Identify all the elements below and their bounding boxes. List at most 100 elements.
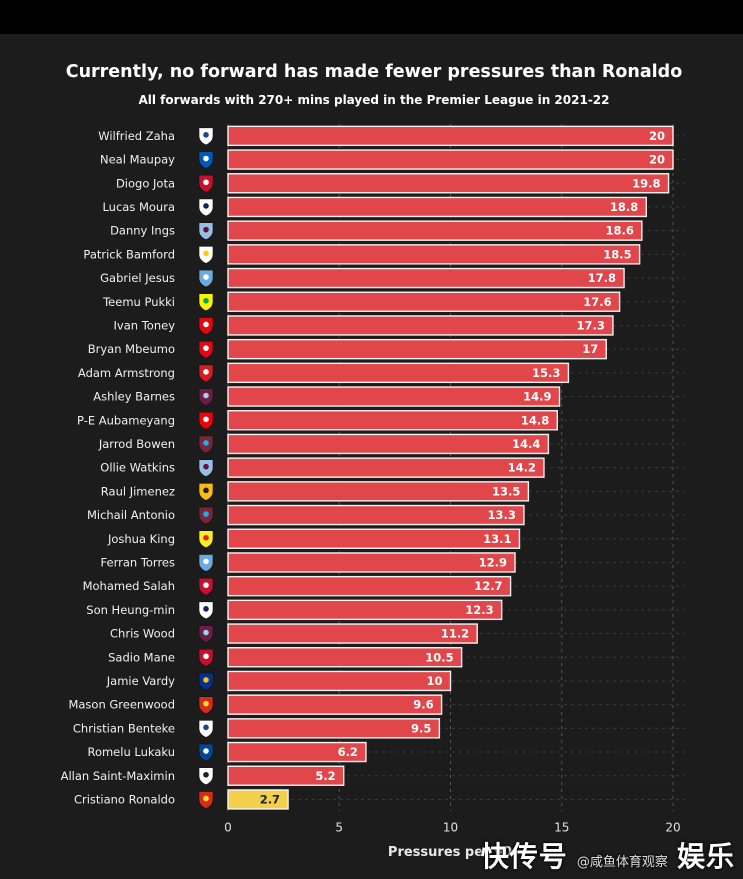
bar	[227, 718, 441, 739]
badge-emblem	[203, 463, 209, 470]
liverpool-badge-icon	[198, 174, 214, 193]
badge-emblem	[203, 132, 209, 138]
x-tick-label: 10	[443, 820, 458, 834]
badge-emblem	[203, 629, 209, 636]
bar	[227, 765, 345, 786]
x-tick-label: 0	[224, 820, 232, 834]
badge-emblem	[203, 724, 209, 731]
watermark: 快传号 @咸鱼体育观察 娱乐	[481, 835, 735, 875]
bar	[227, 741, 367, 763]
bar-value-label: 12.3	[465, 603, 493, 617]
bar-row: Jamie Vardy 10	[106, 670, 452, 692]
watermark-brand-right: 娱乐	[676, 840, 735, 873]
leeds-badge-icon	[198, 246, 214, 264]
bar-value-label: 9.5	[411, 721, 431, 735]
man-utd-badge-icon	[198, 696, 214, 714]
bar-row: Danny Ings 18.6	[110, 220, 643, 241]
bar-row: Michail Antonio 13.3	[87, 504, 525, 526]
bar	[227, 457, 545, 478]
bar-value-label: 18.6	[605, 224, 633, 238]
crystal-palace-badge-icon	[198, 127, 214, 146]
bar-value-label: 14.8	[521, 413, 549, 427]
player-name-label: Raul Jimenez	[101, 484, 175, 498]
player-name-label: Adam Armstrong	[78, 366, 175, 380]
bar-row: Joshua King 13.1	[107, 528, 521, 549]
bar-value-label: 12.7	[474, 579, 502, 593]
bar-value-label: 15.3	[532, 366, 560, 380]
x-axis-label: Pressures per 90	[388, 845, 512, 860]
bar-row: Ferran Torres 12.9	[101, 552, 516, 573]
watford-badge-icon	[198, 530, 214, 549]
bar	[227, 196, 647, 218]
bar-value-label: 13.3	[488, 508, 516, 522]
badge-emblem	[203, 771, 209, 778]
player-name-label: Wilfried Zaha	[98, 129, 175, 143]
bar-row: Chris Wood 11.2	[110, 623, 478, 644]
badge-emblem	[203, 748, 209, 754]
bar-row: Wilfried Zaha 20	[98, 125, 674, 147]
bar-row: Lucas Moura 18.8	[102, 196, 647, 218]
x-tick-label: 20	[665, 820, 680, 834]
player-name-label: P-E Aubameyang	[77, 413, 175, 427]
crystal-palace-badge-icon	[198, 720, 214, 738]
west-ham-badge-icon	[198, 506, 214, 525]
badge-emblem	[203, 677, 209, 683]
badge-emblem	[203, 534, 209, 541]
badge-emblem	[203, 179, 209, 186]
brentford-badge-icon	[198, 317, 214, 335]
bar-row: Christian Benteke 9.5	[73, 718, 441, 739]
watermark-handle: @咸鱼体育观察	[576, 855, 668, 870]
player-name-label: Jarrod Bowen	[98, 437, 175, 451]
badge-emblem	[203, 274, 209, 280]
burnley-badge-icon	[198, 625, 214, 643]
bar-row: Allan Saint-Maximin 5.2	[61, 765, 345, 786]
player-name-label: Patrick Bamford	[83, 247, 175, 261]
liverpool-badge-icon	[198, 577, 214, 596]
player-name-label: Ferran Torres	[101, 555, 175, 569]
x-tick-label: 15	[554, 820, 569, 834]
badge-emblem	[203, 155, 209, 162]
bar	[227, 338, 607, 360]
bar-value-label: 13.1	[483, 532, 511, 546]
badge-emblem	[203, 416, 209, 423]
player-name-label: Michail Antonio	[87, 508, 175, 522]
bar	[227, 694, 443, 715]
badge-emblem	[203, 795, 209, 802]
bar	[227, 362, 570, 384]
bar-row: Mason Greenwood 9.6	[68, 694, 443, 715]
brentford-badge-icon	[198, 340, 214, 359]
player-name-label: Ashley Barnes	[93, 390, 175, 404]
bar	[227, 481, 530, 502]
player-name-label: Romelu Lukaku	[87, 745, 175, 759]
bar	[227, 410, 558, 431]
bar-value-label: 18.5	[603, 247, 631, 261]
arsenal-badge-icon	[198, 411, 214, 430]
bar-value-label: 10.5	[425, 650, 453, 664]
bar-row: Cristiano Ronaldo 2.7	[74, 789, 289, 810]
bar-row: Mohamed Salah 12.7	[83, 575, 512, 597]
bar	[227, 267, 625, 289]
bar-row: Ivan Toney 17.3	[114, 315, 614, 336]
player-name-label: Jamie Vardy	[106, 674, 175, 688]
badge-emblem	[203, 392, 209, 399]
bar-value-label: 17.8	[588, 271, 616, 285]
liverpool-badge-icon	[198, 648, 214, 667]
wolves-badge-icon	[198, 483, 214, 501]
bar-value-label: 20	[649, 153, 665, 167]
bar	[227, 552, 516, 573]
bar	[227, 125, 674, 147]
bar	[227, 575, 512, 597]
bar-value-label: 10	[426, 674, 442, 688]
bar	[227, 386, 561, 407]
watermark-brand-left: 快传号	[480, 840, 568, 873]
bar-row: Romelu Lukaku 6.2	[87, 741, 367, 763]
bar-value-label: 17.6	[583, 295, 611, 309]
player-name-label: Sadio Mane	[108, 650, 175, 664]
badge-emblem	[203, 487, 209, 494]
bar-row: Bryan Mbeumo 17	[88, 338, 607, 360]
bar-value-label: 5.2	[315, 769, 335, 783]
bar	[227, 599, 503, 621]
leicester-badge-icon	[198, 672, 214, 691]
